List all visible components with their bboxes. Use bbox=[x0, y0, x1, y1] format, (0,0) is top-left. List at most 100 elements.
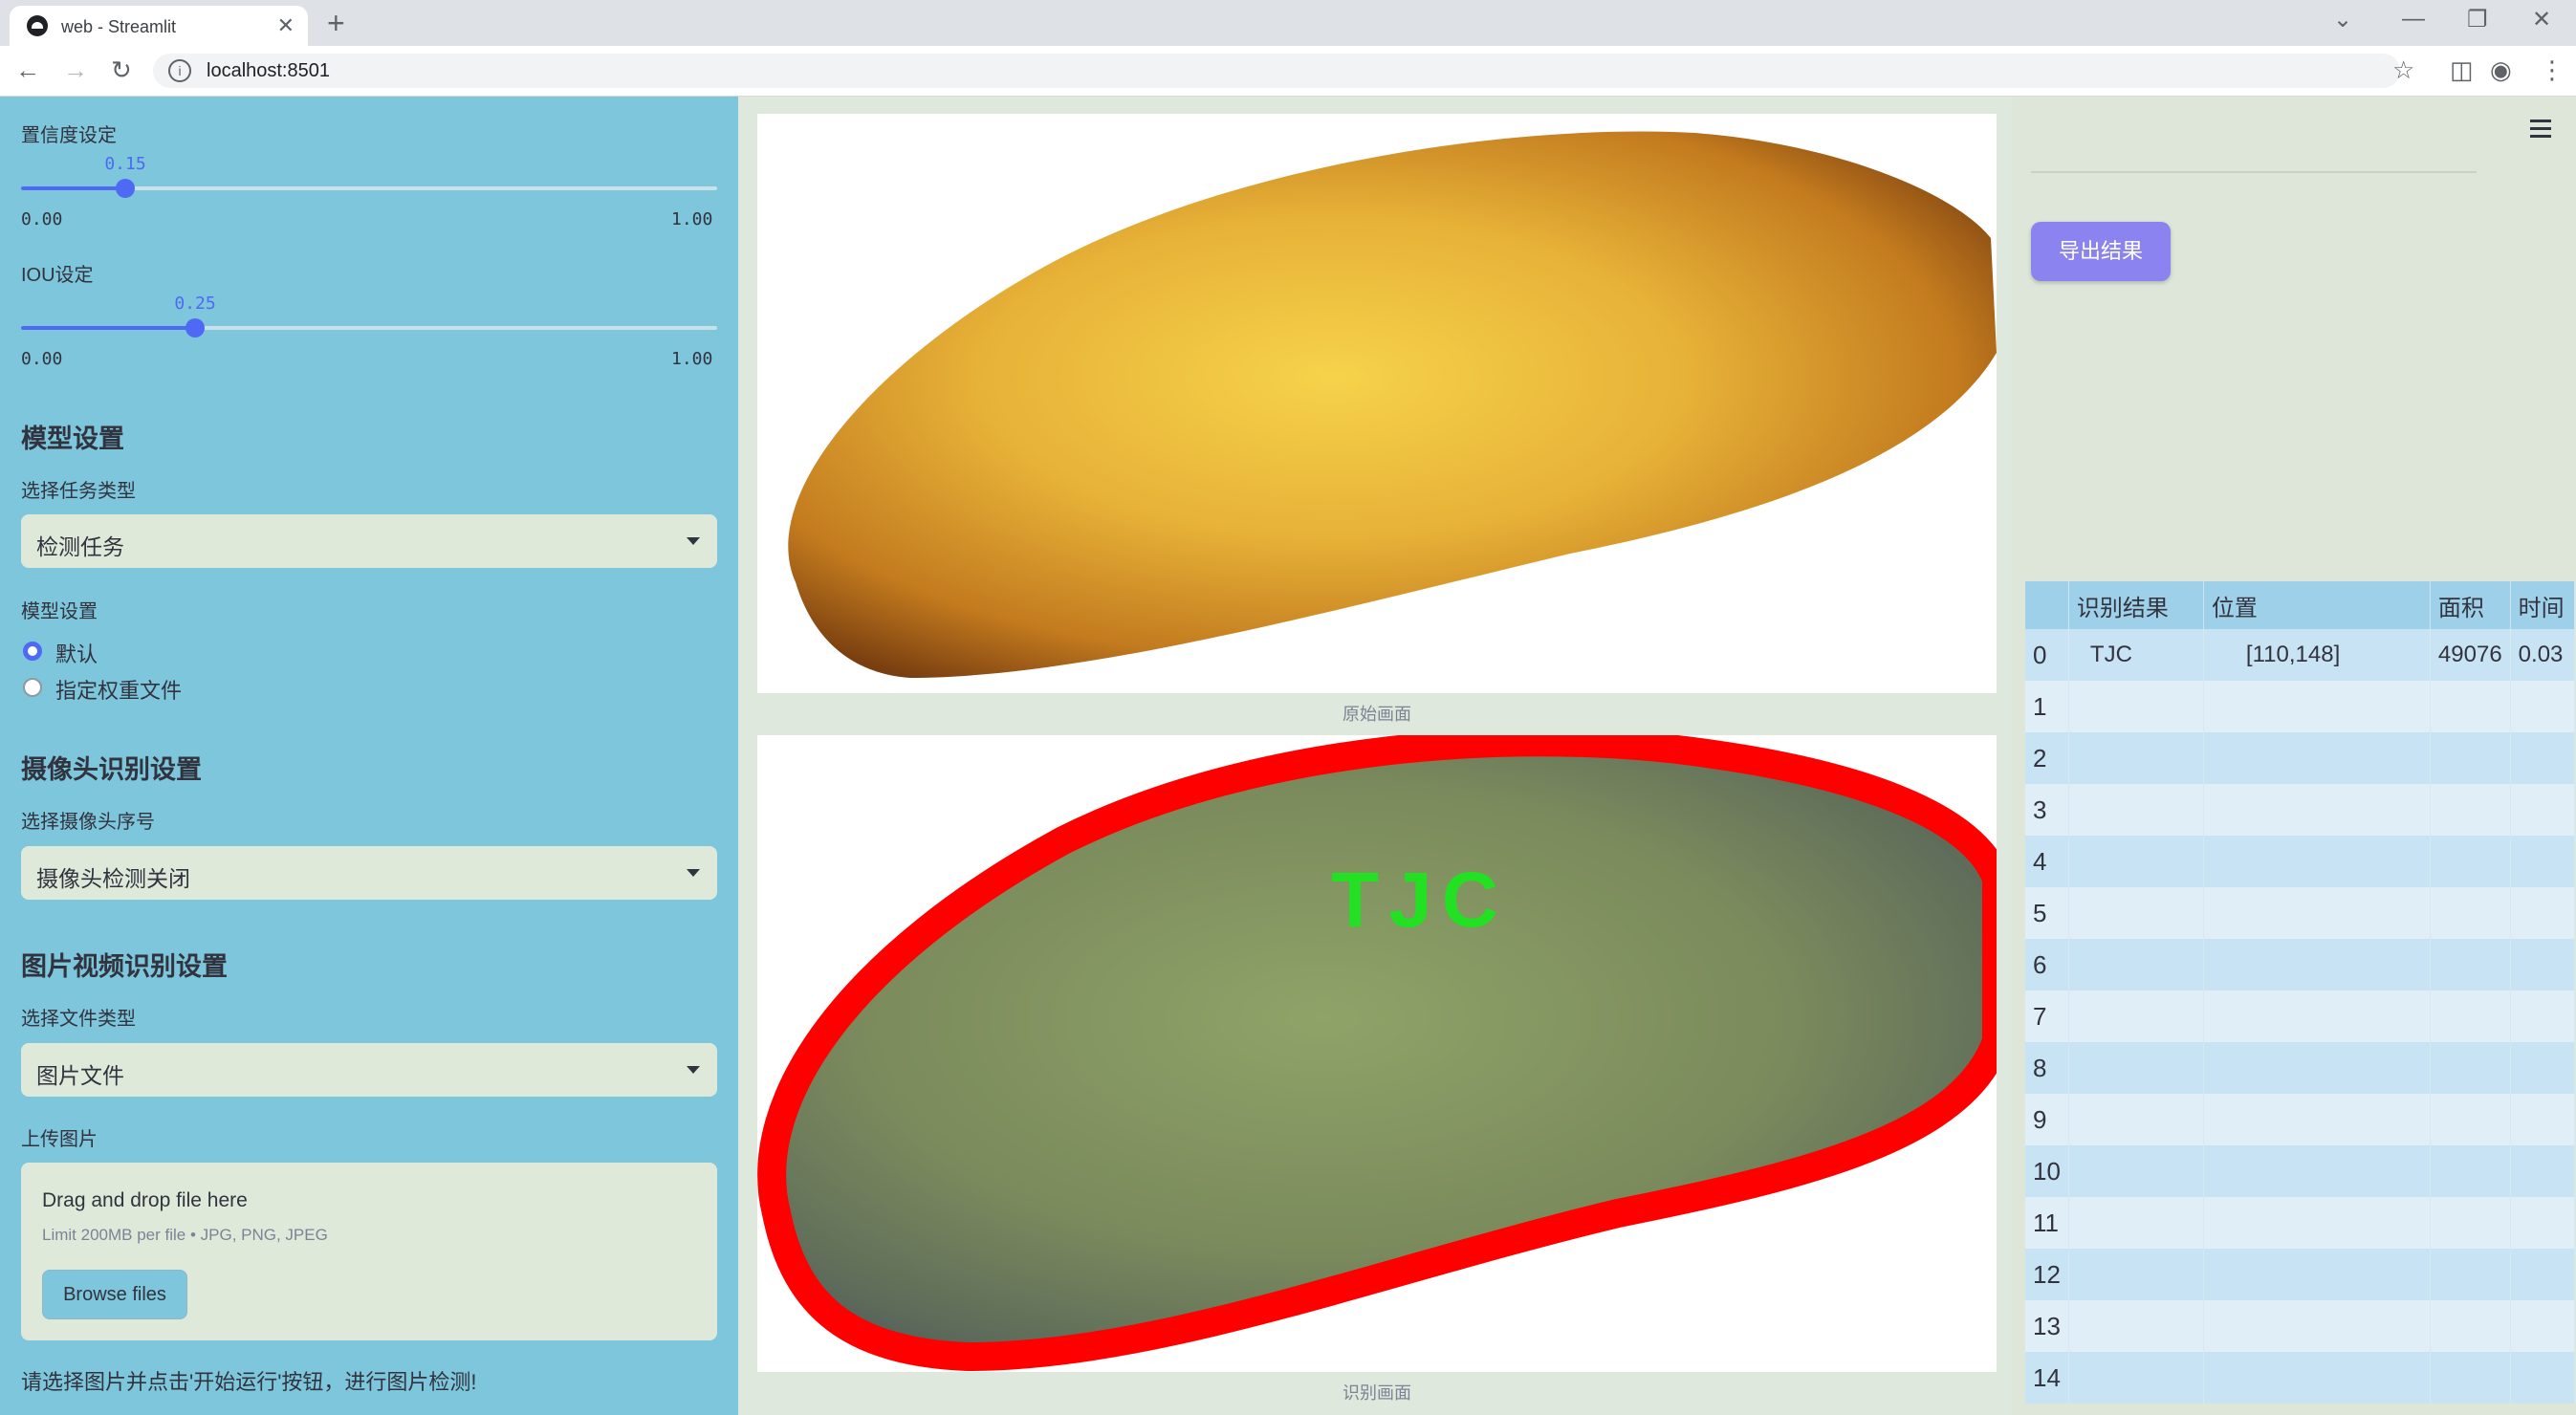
table-cell[interactable] bbox=[2430, 732, 2511, 784]
iou-slider[interactable] bbox=[21, 318, 717, 337]
table-cell[interactable] bbox=[2510, 784, 2575, 836]
table-cell[interactable] bbox=[2203, 1352, 2431, 1404]
table-row-index[interactable]: 9 bbox=[2025, 1094, 2069, 1145]
table-cell[interactable] bbox=[2068, 1042, 2204, 1094]
table-row-index[interactable]: 4 bbox=[2025, 836, 2069, 887]
table-row[interactable]: 0 TJC [110,148] 49076 0.03 bbox=[2025, 629, 2575, 681]
hamburger-menu-icon[interactable] bbox=[2530, 120, 2551, 142]
table-cell[interactable] bbox=[2203, 1249, 2431, 1300]
table-row[interactable]: 1 bbox=[2025, 681, 2575, 732]
close-window-icon[interactable]: ✕ bbox=[2532, 7, 2552, 33]
browse-files-button[interactable]: Browse files bbox=[42, 1270, 187, 1319]
table-cell[interactable] bbox=[2068, 1249, 2204, 1300]
tab-search-icon[interactable]: ⌄ bbox=[2333, 7, 2353, 33]
table-cell[interactable] bbox=[2510, 836, 2575, 887]
table-row-index[interactable]: 14 bbox=[2025, 1352, 2069, 1404]
table-cell[interactable] bbox=[2430, 1249, 2511, 1300]
close-tab-icon[interactable]: ✕ bbox=[276, 13, 295, 37]
browser-menu-icon[interactable]: ⋮ bbox=[2540, 55, 2565, 84]
bookmark-star-icon[interactable]: ☆ bbox=[2392, 55, 2415, 84]
table-cell[interactable] bbox=[2430, 1042, 2511, 1094]
table-cell[interactable] bbox=[2510, 1042, 2575, 1094]
reload-icon[interactable]: ↻ bbox=[111, 55, 132, 84]
table-cell[interactable] bbox=[2203, 836, 2431, 887]
table-cell[interactable] bbox=[2203, 887, 2431, 939]
table-row[interactable]: 3 bbox=[2025, 784, 2575, 836]
conf-slider[interactable] bbox=[21, 179, 717, 198]
table-row-index[interactable]: 8 bbox=[2025, 1042, 2069, 1094]
table-row-index[interactable]: 1 bbox=[2025, 681, 2069, 732]
table-cell[interactable] bbox=[2068, 1145, 2204, 1197]
restore-icon[interactable]: ❐ bbox=[2467, 7, 2488, 33]
table-row-index[interactable]: 7 bbox=[2025, 990, 2069, 1042]
table-row[interactable]: 4 bbox=[2025, 836, 2575, 887]
table-cell[interactable] bbox=[2510, 1300, 2575, 1352]
site-info-icon[interactable]: i bbox=[168, 59, 191, 82]
table-row-index[interactable]: 6 bbox=[2025, 939, 2069, 990]
table-cell[interactable] bbox=[2430, 887, 2511, 939]
camera-select[interactable]: 摄像头检测关闭 bbox=[21, 846, 717, 900]
table-cell[interactable] bbox=[2203, 1145, 2431, 1197]
side-panel-icon[interactable]: ◫ bbox=[2450, 55, 2474, 84]
table-cell[interactable] bbox=[2430, 1094, 2511, 1145]
table-row[interactable]: 10 bbox=[2025, 1145, 2575, 1197]
minimize-icon[interactable]: — bbox=[2402, 6, 2425, 32]
table-row-index[interactable]: 2 bbox=[2025, 732, 2069, 784]
table-cell[interactable] bbox=[2510, 1352, 2575, 1404]
table-cell[interactable] bbox=[2430, 990, 2511, 1042]
table-row-index[interactable]: 0 bbox=[2025, 629, 2069, 681]
filetype-select[interactable]: 图片文件 bbox=[21, 1043, 717, 1097]
table-row[interactable]: 12 bbox=[2025, 1249, 2575, 1300]
table-cell[interactable] bbox=[2203, 990, 2431, 1042]
table-row[interactable]: 11 bbox=[2025, 1197, 2575, 1249]
table-cell[interactable] bbox=[2430, 1145, 2511, 1197]
results-table[interactable]: 识别结果 位置 面积 时间 0 TJC [110,148] 49076 0.03 1 2 3 4… bbox=[2025, 581, 2575, 1404]
table-cell[interactable] bbox=[2430, 939, 2511, 990]
forward-icon[interactable]: → bbox=[63, 55, 88, 84]
table-cell[interactable]: 49076 bbox=[2430, 629, 2511, 681]
table-row[interactable]: 5 bbox=[2025, 887, 2575, 939]
table-row[interactable]: 2 bbox=[2025, 732, 2575, 784]
table-cell[interactable] bbox=[2510, 681, 2575, 732]
table-header-time[interactable]: 时间 bbox=[2510, 581, 2575, 629]
table-cell[interactable]: 0.03 bbox=[2510, 629, 2575, 681]
table-cell[interactable] bbox=[2203, 1300, 2431, 1352]
table-cell[interactable] bbox=[2068, 1094, 2204, 1145]
table-row[interactable]: 9 bbox=[2025, 1094, 2575, 1145]
table-cell[interactable] bbox=[2068, 1197, 2204, 1249]
table-cell[interactable] bbox=[2203, 939, 2431, 990]
table-row[interactable]: 6 bbox=[2025, 939, 2575, 990]
table-row-index[interactable]: 5 bbox=[2025, 887, 2069, 939]
table-cell[interactable] bbox=[2510, 887, 2575, 939]
table-cell[interactable] bbox=[2430, 1197, 2511, 1249]
table-row-index[interactable]: 10 bbox=[2025, 1145, 2069, 1197]
table-row[interactable]: 8 bbox=[2025, 1042, 2575, 1094]
table-cell[interactable] bbox=[2430, 1300, 2511, 1352]
back-icon[interactable]: ← bbox=[15, 55, 40, 84]
profile-avatar-icon[interactable]: ◉ bbox=[2490, 55, 2512, 84]
table-cell[interactable] bbox=[2203, 1094, 2431, 1145]
table-cell[interactable] bbox=[2068, 1300, 2204, 1352]
table-cell[interactable] bbox=[2510, 1197, 2575, 1249]
table-cell[interactable] bbox=[2203, 784, 2431, 836]
url-text[interactable]: localhost:8501 bbox=[207, 60, 330, 81]
table-cell[interactable] bbox=[2430, 784, 2511, 836]
file-uploader[interactable]: Drag and drop file here Limit 200MB per … bbox=[21, 1163, 717, 1340]
table-cell[interactable]: TJC bbox=[2068, 629, 2204, 681]
new-tab-icon[interactable]: + bbox=[327, 6, 345, 40]
table-cell[interactable] bbox=[2430, 1352, 2511, 1404]
table-row-index[interactable]: 13 bbox=[2025, 1300, 2069, 1352]
table-cell[interactable] bbox=[2068, 681, 2204, 732]
table-header-index[interactable] bbox=[2025, 581, 2069, 629]
export-button[interactable]: 导出结果 bbox=[2031, 222, 2171, 281]
table-cell[interactable] bbox=[2068, 784, 2204, 836]
table-cell[interactable] bbox=[2510, 1094, 2575, 1145]
table-cell[interactable] bbox=[2203, 681, 2431, 732]
table-cell[interactable] bbox=[2203, 1042, 2431, 1094]
table-cell[interactable] bbox=[2510, 939, 2575, 990]
table-cell[interactable]: [110,148] bbox=[2203, 629, 2431, 681]
conf-slider-thumb[interactable] bbox=[116, 179, 135, 198]
browser-tab[interactable]: web - Streamlit ✕ bbox=[10, 6, 308, 46]
table-cell[interactable] bbox=[2068, 887, 2204, 939]
table-row[interactable]: 14 bbox=[2025, 1352, 2575, 1404]
